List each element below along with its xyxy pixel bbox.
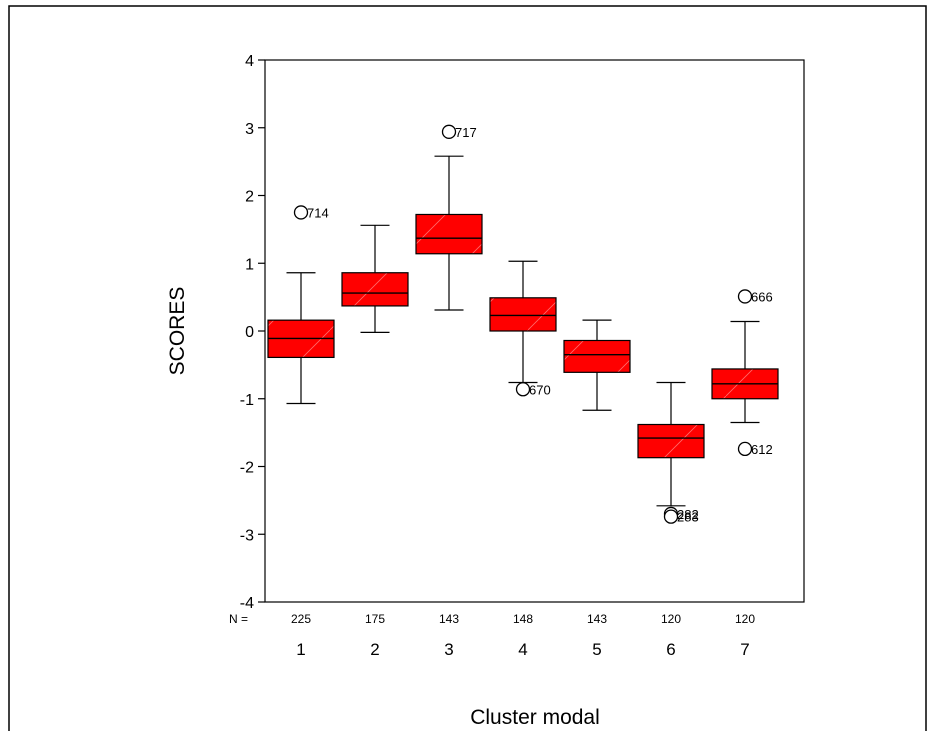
outlier-label: 283 (677, 510, 699, 525)
n-value: 225 (291, 612, 311, 626)
box-7 (711, 320, 779, 424)
y-tick-label: 4 (245, 53, 254, 70)
iqr-box (341, 272, 409, 307)
y-axis-title: SCORES (166, 287, 189, 376)
n-value: 175 (365, 612, 385, 626)
outlier-marker (293, 205, 309, 220)
category-label: 3 (444, 640, 453, 659)
x-axis-title: Cluster modal (470, 706, 600, 729)
category-labels: 1 2 3 4 5 6 7 (296, 640, 749, 659)
y-tick-label: -4 (240, 595, 254, 612)
n-value: 148 (513, 612, 533, 626)
outlier-marker (663, 509, 679, 524)
n-value: 120 (661, 612, 681, 626)
n-value: 120 (735, 612, 755, 626)
category-label: 5 (592, 640, 601, 659)
outlier-marker (441, 124, 457, 139)
outlier-label: 717 (455, 125, 477, 140)
y-tick-label: 2 (245, 189, 254, 206)
outer-border (8, 5, 927, 736)
n-value: 143 (587, 612, 607, 626)
y-axis-ticks: 4 3 2 1 0 -1 -2 -3 -4 (240, 53, 265, 612)
y-tick-label: -1 (240, 392, 254, 409)
category-label: 1 (296, 640, 305, 659)
outlier-label: 666 (751, 289, 773, 304)
iqr-box (563, 339, 631, 373)
y-tick-label: -2 (240, 460, 254, 477)
outlier-label: 282 (677, 507, 699, 522)
box-series (267, 155, 779, 507)
box-4 (489, 260, 557, 384)
outlier-label: 714 (307, 205, 329, 220)
outlier-label: 612 (751, 442, 773, 457)
category-label: 6 (666, 640, 675, 659)
n-value: 143 (439, 612, 459, 626)
outlier-label: 670 (529, 382, 551, 397)
category-label: 2 (370, 640, 379, 659)
n-prefix: N = (229, 612, 248, 626)
outlier-marker (515, 382, 531, 397)
box-3 (415, 155, 483, 311)
iqr-box (489, 297, 557, 332)
sample-size-row: N = 225 175 143 148 143 120 120 (229, 612, 755, 626)
y-tick-label: 0 (245, 324, 254, 341)
box-6 (637, 381, 705, 507)
y-tick-label: 1 (245, 256, 254, 273)
iqr-box (637, 423, 705, 459)
category-label: 4 (518, 640, 527, 659)
box-5 (563, 319, 631, 411)
box-2 (341, 224, 409, 333)
box-1 (267, 272, 335, 405)
outlier-marker (737, 441, 753, 457)
iqr-box (415, 213, 483, 255)
y-tick-label: -3 (240, 527, 254, 544)
category-label: 7 (740, 640, 749, 659)
y-tick-label: 3 (245, 121, 254, 138)
outlier-marker (737, 289, 753, 304)
